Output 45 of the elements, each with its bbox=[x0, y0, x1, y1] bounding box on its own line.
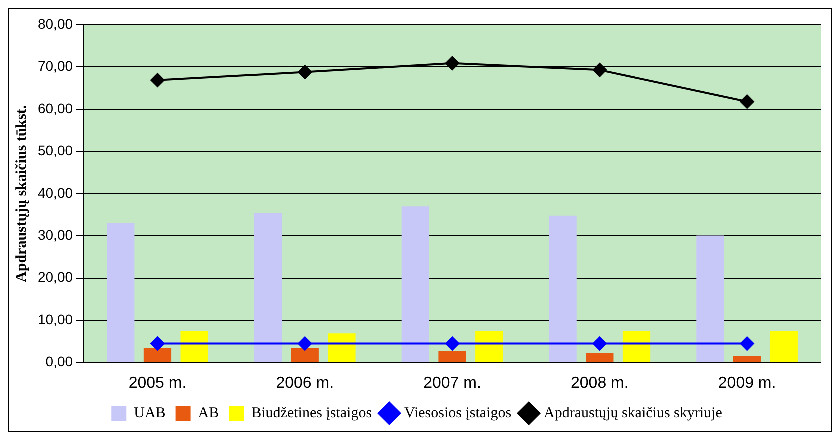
bar bbox=[476, 331, 504, 362]
y-tick-label: 0,00 bbox=[46, 354, 74, 370]
legend-label: Apdraustųjų skaičius skyriuje bbox=[544, 405, 723, 422]
point bbox=[446, 56, 460, 70]
x-tick-label: 2009 m. bbox=[718, 374, 776, 392]
bar bbox=[107, 223, 135, 362]
bar bbox=[733, 356, 762, 362]
bar bbox=[438, 350, 466, 362]
point bbox=[740, 336, 754, 351]
y-axis-title: Apdraustųjų skaičius tūkst. bbox=[14, 105, 30, 282]
legend-label: Viesosios įstaigos bbox=[404, 405, 512, 422]
point bbox=[150, 73, 165, 88]
point bbox=[150, 336, 165, 351]
bar bbox=[696, 236, 724, 362]
legend-label: Biudžetines įstaigos bbox=[252, 405, 372, 422]
legend-label: AB bbox=[198, 405, 220, 422]
y-tick-label: 80,00 bbox=[38, 16, 74, 32]
point bbox=[298, 65, 312, 80]
bar bbox=[549, 216, 577, 362]
x-tick-label: 2005 m. bbox=[128, 374, 187, 392]
bar bbox=[622, 331, 651, 362]
point bbox=[592, 63, 607, 78]
legend-label: UAB bbox=[134, 405, 166, 422]
y-tick-label: 50,00 bbox=[38, 142, 74, 159]
x-tick-label: 2006 m. bbox=[276, 374, 334, 392]
y-tick-label: 10,00 bbox=[38, 311, 74, 328]
bar bbox=[180, 331, 208, 362]
bar bbox=[586, 354, 614, 362]
y-tick-label: 20,00 bbox=[38, 269, 74, 286]
y-tick-label: 70,00 bbox=[38, 58, 74, 74]
bar bbox=[254, 213, 282, 362]
bar bbox=[328, 334, 356, 362]
point bbox=[740, 94, 754, 109]
bar bbox=[770, 331, 798, 362]
y-tick-label: 30,00 bbox=[38, 226, 74, 243]
point bbox=[446, 336, 460, 351]
point bbox=[298, 336, 312, 351]
x-tick-label: 2008 m. bbox=[571, 374, 629, 392]
bar bbox=[291, 348, 319, 362]
x-tick-label: 2007 m. bbox=[424, 374, 482, 392]
y-tick-label: 40,00 bbox=[38, 184, 74, 201]
bar bbox=[402, 206, 430, 362]
point bbox=[592, 336, 607, 351]
y-tick-label: 60,00 bbox=[38, 100, 74, 116]
bar bbox=[144, 348, 172, 362]
